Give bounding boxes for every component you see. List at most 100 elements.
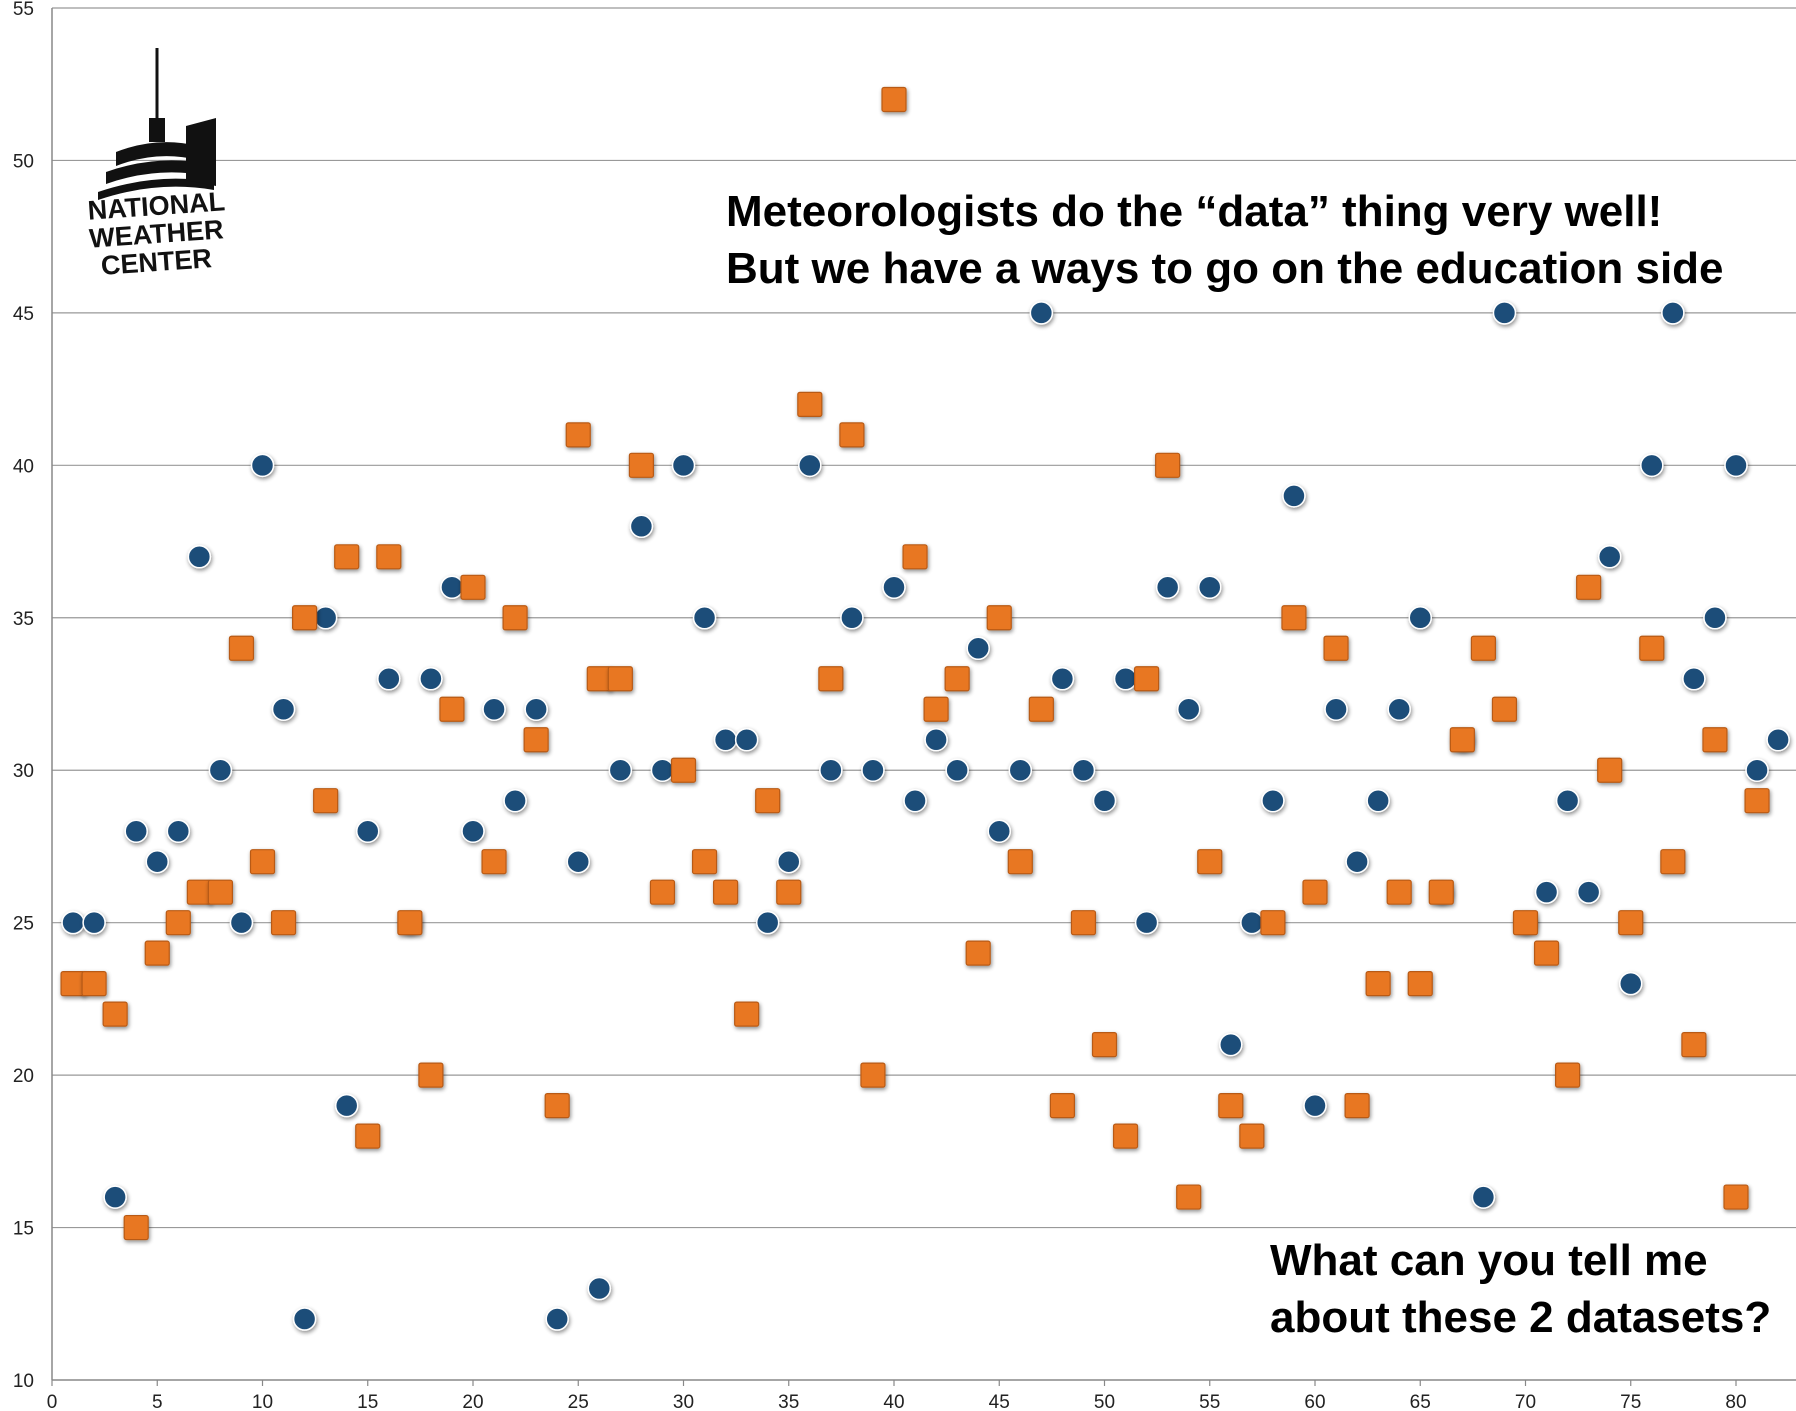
data-point-square bbox=[397, 910, 423, 936]
annotations: Meteorologists do the “data” thing very … bbox=[726, 187, 1771, 1342]
data-point-circle bbox=[440, 575, 464, 600]
data-point-square bbox=[270, 910, 297, 936]
data-point-circle bbox=[334, 1093, 359, 1118]
data-point-square bbox=[944, 666, 970, 692]
data-point-circle bbox=[777, 849, 801, 874]
x-tick-label: 5 bbox=[152, 1392, 163, 1411]
data-point-circle bbox=[650, 758, 675, 782]
data-point-circle bbox=[1198, 575, 1222, 600]
data-point-circle bbox=[1050, 667, 1075, 691]
data-point-circle bbox=[1766, 727, 1790, 752]
gridlines bbox=[52, 7, 1796, 1229]
data-point-circle bbox=[903, 788, 927, 813]
y-tick-label: 15 bbox=[13, 1219, 34, 1240]
data-point-square bbox=[965, 940, 991, 966]
data-point-circle bbox=[229, 910, 254, 935]
data-point-circle bbox=[1092, 788, 1117, 813]
data-point-circle bbox=[419, 667, 443, 691]
data-point-square bbox=[186, 879, 212, 905]
data-point-square bbox=[839, 422, 865, 448]
data-point-circle bbox=[1408, 606, 1432, 630]
data-point-square bbox=[818, 666, 844, 692]
data-point-square bbox=[986, 605, 1012, 631]
data-point-square bbox=[1365, 971, 1391, 997]
data-point-square bbox=[586, 666, 612, 692]
data-point-circle bbox=[1008, 758, 1033, 782]
data-point-circle bbox=[861, 758, 885, 782]
data-point-square bbox=[1744, 788, 1770, 814]
data-point-circle bbox=[545, 1307, 569, 1331]
data-point-circle bbox=[208, 758, 233, 782]
data-point-square bbox=[355, 1123, 381, 1149]
y-tick-labels: 10 15 20 25 30 35 40 45 50 55 bbox=[13, 0, 34, 1392]
data-point-circle bbox=[1576, 880, 1601, 904]
data-point-circle bbox=[313, 606, 338, 630]
data-point-circle bbox=[377, 667, 401, 691]
data-point-square bbox=[734, 1001, 760, 1027]
y-tick-label: 45 bbox=[13, 304, 34, 325]
data-point-square bbox=[249, 849, 276, 875]
data-point-square bbox=[144, 940, 170, 966]
data-point-square bbox=[1407, 971, 1433, 997]
data-point-square bbox=[1723, 1184, 1749, 1210]
data-point-circle bbox=[1176, 697, 1201, 721]
data-point-circle bbox=[734, 727, 759, 752]
data-point-circle bbox=[629, 514, 654, 539]
data-point-circle bbox=[1534, 880, 1559, 904]
data-point-square bbox=[1491, 696, 1518, 722]
data-point-square bbox=[1260, 910, 1286, 936]
data-point-circle bbox=[524, 697, 548, 721]
data-point-circle bbox=[840, 606, 864, 630]
data-point-circle bbox=[1682, 667, 1706, 691]
series-square-markers bbox=[60, 86, 1770, 1241]
data-point-circle bbox=[292, 1307, 317, 1331]
y-tick-label: 50 bbox=[13, 151, 34, 172]
x-tick-label: 0 bbox=[47, 1392, 58, 1411]
data-point-square bbox=[1281, 605, 1307, 631]
data-point-circle bbox=[1471, 1185, 1496, 1209]
data-point-square bbox=[1344, 1092, 1370, 1119]
data-point-circle bbox=[1555, 788, 1580, 813]
data-point-square bbox=[565, 422, 591, 448]
x-tick-labels: 0 5 10 15 20 25 30 35 40 45 50 55 60 65 70 75 80 bbox=[47, 1380, 1747, 1411]
data-point-circle bbox=[1303, 1093, 1327, 1118]
data-point-circle bbox=[819, 758, 843, 782]
data-point-circle bbox=[987, 819, 1011, 843]
data-point-circle bbox=[1155, 575, 1180, 600]
data-point-circle bbox=[924, 727, 948, 752]
data-point-square bbox=[1449, 727, 1475, 753]
logo-line-3: CENTER bbox=[100, 243, 213, 281]
x-tick-label: 35 bbox=[778, 1392, 799, 1411]
data-point-circle bbox=[755, 910, 780, 935]
data-point-square bbox=[460, 574, 486, 600]
data-point-square bbox=[228, 635, 255, 661]
x-tick-label: 40 bbox=[883, 1392, 904, 1411]
data-point-square bbox=[1533, 940, 1560, 966]
data-point-circle bbox=[587, 1276, 612, 1301]
data-point-circle bbox=[103, 1185, 127, 1209]
data-point-square bbox=[860, 1062, 886, 1088]
data-point-square bbox=[628, 452, 655, 478]
annotation-line-1: Meteorologists do the “data” thing very … bbox=[726, 187, 1662, 236]
x-tick-label: 30 bbox=[673, 1392, 694, 1411]
data-point-circle bbox=[1345, 849, 1369, 874]
data-point-circle bbox=[1071, 758, 1096, 782]
data-point-circle bbox=[1745, 758, 1769, 782]
data-point-circle bbox=[482, 697, 506, 721]
data-point-circle bbox=[187, 545, 212, 569]
data-point-square bbox=[1554, 1062, 1581, 1088]
data-point-square bbox=[1176, 1184, 1202, 1210]
data-point-square bbox=[81, 971, 107, 997]
data-point-square bbox=[691, 849, 718, 875]
x-tick-label: 80 bbox=[1725, 1392, 1746, 1411]
data-point-circle bbox=[461, 819, 485, 843]
data-point-square bbox=[1512, 910, 1539, 936]
data-point-square bbox=[1197, 849, 1223, 875]
series-circle-markers bbox=[61, 301, 1790, 1331]
data-point-circle bbox=[166, 819, 191, 843]
data-point-square bbox=[1133, 666, 1160, 692]
data-point-circle bbox=[124, 819, 148, 843]
x-tick-label: 20 bbox=[462, 1392, 483, 1411]
data-point-circle bbox=[503, 788, 527, 813]
